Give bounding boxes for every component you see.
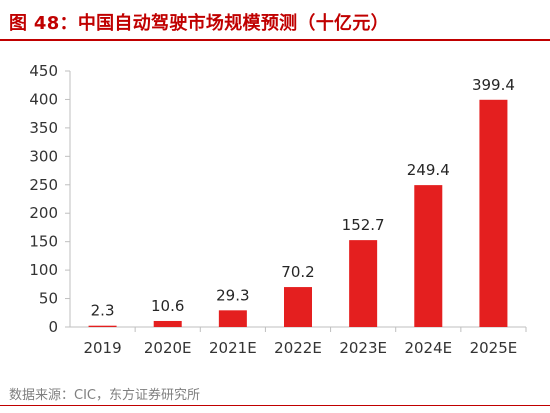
- y-axis: 0 50 100 150 200 250 300 350 400 450: [29, 62, 71, 336]
- bar-2024E: [414, 185, 443, 327]
- bar-2022E: [284, 287, 312, 327]
- bar-2025E: [479, 99, 508, 327]
- bar-2019: [88, 325, 117, 327]
- title-rule: [0, 39, 550, 41]
- y-tick-label: 450: [29, 62, 58, 80]
- data-labels: 2.3 10.6 29.3 70.2 152.7 249.4 399.4: [91, 76, 515, 320]
- data-label: 152.7: [342, 216, 385, 234]
- data-label: 10.6: [151, 297, 184, 315]
- source-note: 数据来源：CIC，东方证券研究所: [9, 388, 200, 403]
- bar-2023E: [349, 240, 378, 327]
- figure-title: 图 48：中国自动驾驶市场规模预测（十亿元）: [9, 13, 389, 34]
- bar-chart: 0 50 100 150 200 250 300 350 400 450 2019 2020E 202…: [29, 62, 527, 357]
- y-tick-label: 0: [48, 318, 58, 336]
- y-tick-label: 350: [29, 119, 58, 137]
- x-tick-label: 2022E: [274, 339, 322, 357]
- x-tick-label: 2024E: [404, 339, 452, 357]
- x-tick-label: 2023E: [339, 339, 387, 357]
- data-label: 70.2: [281, 263, 314, 281]
- x-tick-label: 2025E: [470, 339, 518, 357]
- x-axis: 2019 2020E 2021E 2022E 2023E 2024E 2025E: [70, 326, 527, 357]
- y-tick-label: 250: [29, 176, 58, 194]
- data-label: 399.4: [472, 76, 515, 94]
- y-tick-label: 400: [29, 90, 58, 108]
- y-tick-label: 100: [29, 261, 58, 279]
- data-label: 29.3: [216, 286, 249, 304]
- y-tick-label: 200: [29, 204, 58, 222]
- x-tick-label: 2021E: [209, 339, 257, 357]
- bars: [88, 99, 508, 327]
- figure-header: 图 48：中国自动驾驶市场规模预测（十亿元）: [0, 0, 550, 42]
- footer-rule: [0, 405, 550, 406]
- x-tick-label: 2019: [83, 339, 121, 357]
- y-tick-label: 150: [29, 233, 58, 251]
- bar-2020E: [153, 320, 182, 327]
- x-tick-label: 2020E: [144, 339, 192, 357]
- bar-2021E: [218, 310, 247, 327]
- y-tick-label: 50: [39, 290, 58, 308]
- data-label: 249.4: [407, 161, 450, 179]
- y-tick-label: 300: [29, 147, 58, 165]
- data-label: 2.3: [91, 302, 115, 320]
